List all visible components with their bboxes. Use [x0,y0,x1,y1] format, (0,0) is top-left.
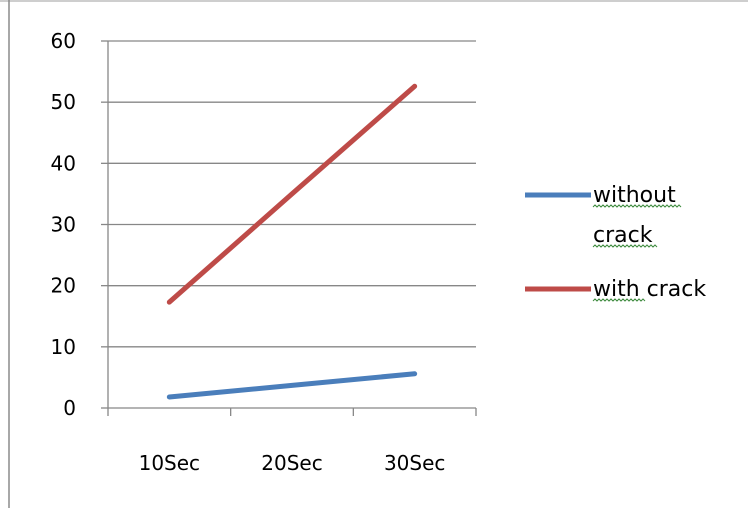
legend-spellcheck-underline [592,244,658,248]
y-tick-label: 60 [51,29,76,53]
legend: without crack with crack [525,183,706,302]
y-tick-label: 10 [51,335,76,359]
legend-spellcheck-underline [592,298,646,302]
y-tick-label: 0 [63,396,76,420]
x-tick-label: 30Sec [384,451,445,475]
y-tick-label: 30 [51,213,76,237]
legend-spellcheck-underline [592,204,682,208]
series-lines [166,83,418,400]
legend-label: crack [593,223,653,248]
y-tick-label: 40 [51,151,76,175]
legend-label: without [593,183,676,208]
x-tick-labels: 10Sec 20Sec 30Sec [139,451,446,475]
axes [101,40,477,416]
y-tick-label: 50 [51,90,76,114]
legend-label: with crack [593,277,706,302]
y-tick-label: 20 [51,274,76,298]
x-tick-label: 10Sec [139,451,200,475]
gridlines [108,40,476,348]
series-line-1 [166,83,418,305]
y-tick-labels: 0 10 20 30 40 50 60 [51,29,76,420]
x-tick-label: 20Sec [261,451,322,475]
series-line-0 [166,371,418,400]
